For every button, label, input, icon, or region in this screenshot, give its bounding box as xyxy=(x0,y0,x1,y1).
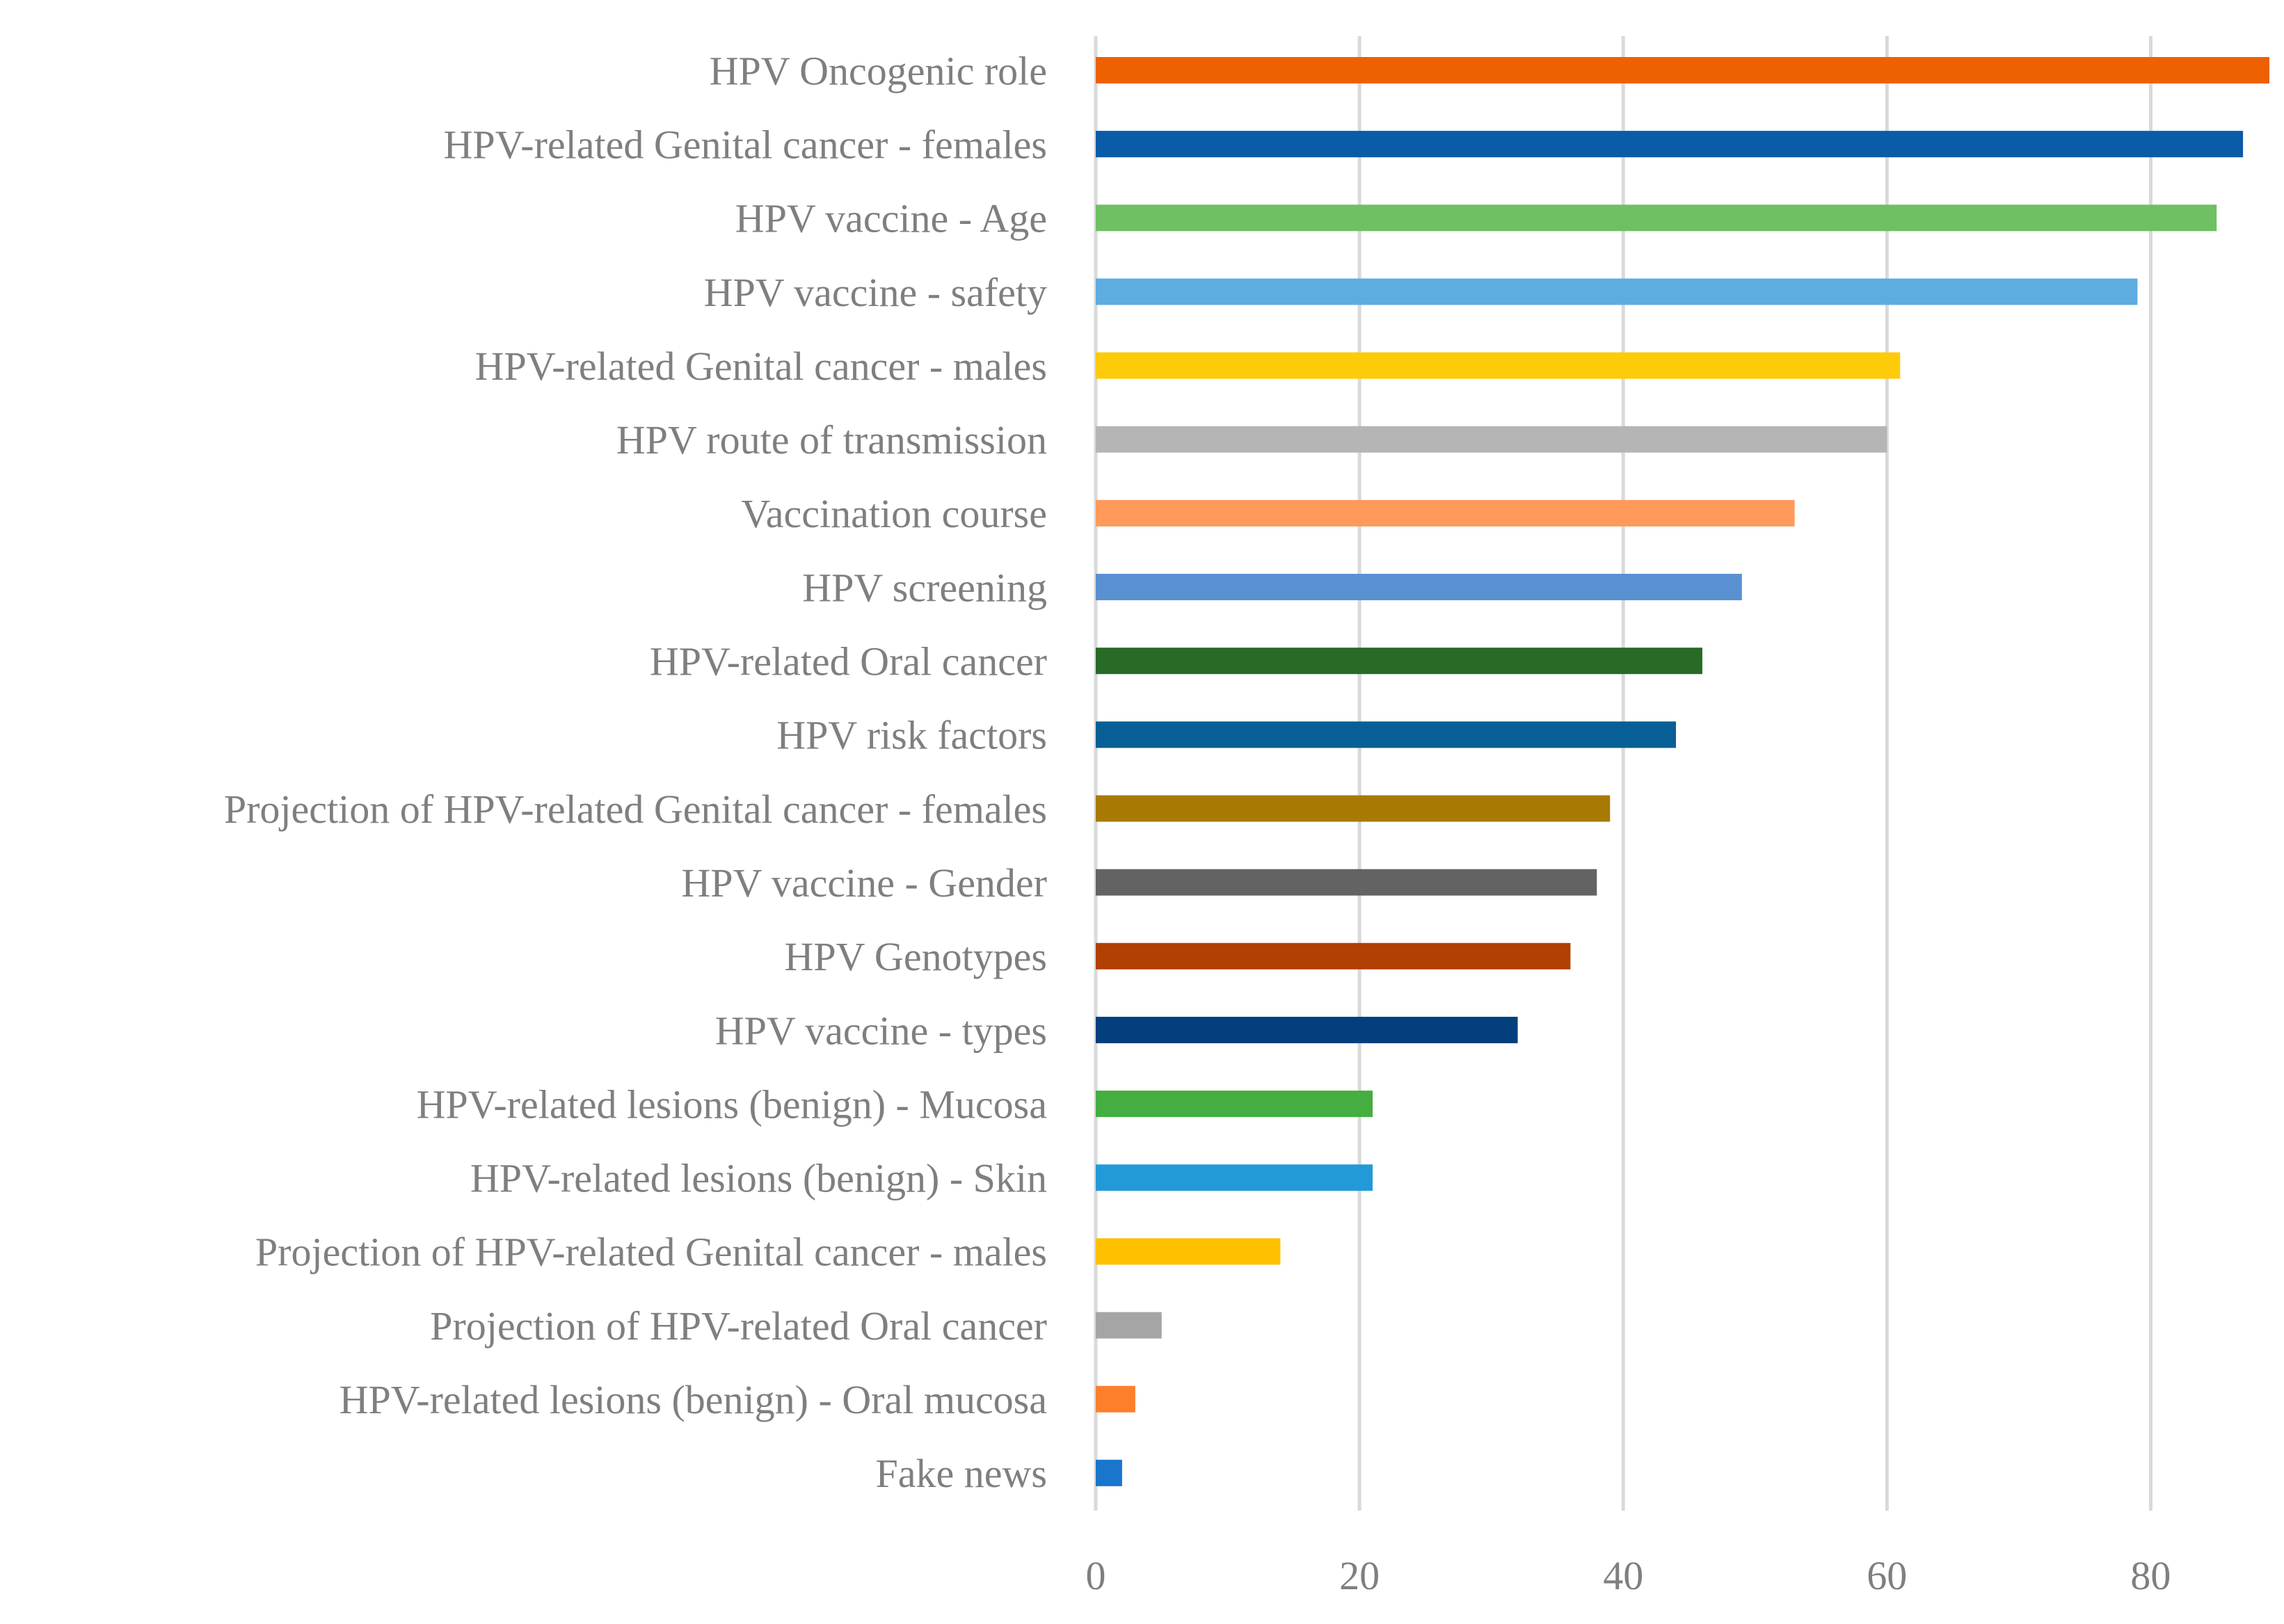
x-axis-tick-labels: 0 20 40 60 80 xyxy=(1086,1553,2171,1598)
category-label-12: HPV vaccine - Gender xyxy=(681,860,1047,906)
category-label-9: HPV-related Oral cancer xyxy=(650,639,1047,684)
bar-16 xyxy=(1096,1164,1373,1191)
category-label-15: HPV-related lesions (benign) - Mucosa xyxy=(417,1082,1047,1127)
bar-3 xyxy=(1096,204,2217,232)
x-tick-label-60: 60 xyxy=(1867,1553,1907,1598)
x-tick-label-40: 40 xyxy=(1603,1553,1643,1598)
bar-17 xyxy=(1096,1238,1281,1265)
category-label-19: HPV-related lesions (benign) - Oral muco… xyxy=(340,1377,1047,1422)
category-label-16: HPV-related lesions (benign) - Skin xyxy=(470,1156,1047,1201)
bar-15 xyxy=(1096,1091,1373,1118)
bar-5 xyxy=(1096,352,1901,379)
category-label-5: HPV-related Genital cancer - males xyxy=(475,344,1047,389)
gridlines xyxy=(1094,36,2153,1511)
bar-14 xyxy=(1096,1016,1518,1043)
category-label-13: HPV Genotypes xyxy=(784,934,1047,979)
category-label-17: Projection of HPV-related Genital cancer… xyxy=(255,1230,1047,1275)
bar-19 xyxy=(1096,1385,1135,1413)
bar-20 xyxy=(1096,1459,1122,1486)
category-label-3: HPV vaccine - Age xyxy=(735,196,1047,241)
category-label-2: HPV-related Genital cancer - females xyxy=(444,122,1047,167)
category-label-18: Projection of HPV-related Oral cancer xyxy=(430,1303,1047,1349)
bar-13 xyxy=(1096,942,1571,970)
bar-1 xyxy=(1096,57,2269,83)
category-label-1: HPV Oncogenic role xyxy=(710,48,1047,93)
x-tick-label-80: 80 xyxy=(2130,1553,2171,1598)
bar-12 xyxy=(1096,869,1597,896)
category-label-10: HPV risk factors xyxy=(776,713,1047,758)
category-label-4: HPV vaccine - safety xyxy=(704,270,1047,315)
bar-6 xyxy=(1096,426,1887,453)
category-label-20: Fake news xyxy=(876,1451,1047,1496)
category-label-8: HPV screening xyxy=(802,565,1047,610)
bar-11 xyxy=(1096,795,1611,822)
bar-4 xyxy=(1096,278,2138,305)
category-label-6: HPV route of transmission xyxy=(616,417,1047,463)
x-tick-label-20: 20 xyxy=(1339,1553,1380,1598)
category-labels: HPV Oncogenic role HPV-related Genital ca… xyxy=(224,48,1047,1496)
bar-18 xyxy=(1096,1312,1162,1339)
bar-2 xyxy=(1096,131,2244,158)
bar-8 xyxy=(1096,574,1742,601)
bars xyxy=(1096,57,2269,1486)
bar-9 xyxy=(1096,648,1702,675)
category-label-11: Projection of HPV-related Genital cancer… xyxy=(224,787,1047,832)
bar-10 xyxy=(1096,721,1677,748)
category-label-14: HPV vaccine - types xyxy=(715,1008,1047,1053)
x-tick-label-0: 0 xyxy=(1086,1553,1106,1598)
category-label-7: Vaccination course xyxy=(741,491,1047,536)
bar-7 xyxy=(1096,499,1795,526)
